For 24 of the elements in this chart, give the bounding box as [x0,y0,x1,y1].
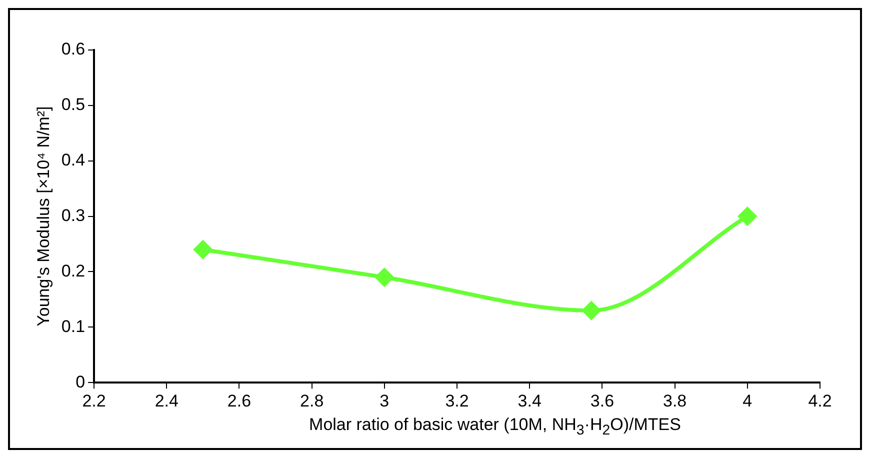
x-tick-label: 4 [742,391,752,410]
x-tick-label: 2.2 [82,391,106,410]
x-tick-label: 3.6 [590,391,614,410]
y-tick-label: 0.6 [61,40,86,59]
x-tick-label: 2.4 [154,391,178,410]
y-tick-label: 0.4 [61,150,86,170]
x-tick-label: 3.4 [518,391,542,410]
y-tick-label: 0.1 [61,316,86,336]
x-tick-label: 3.2 [445,391,469,410]
y-tick-label: 0 [76,372,86,392]
y-axis-title: Young's Modulus [×10⁴ N/m²] [34,106,53,326]
y-tick-label: 0.2 [61,261,86,280]
point [194,240,212,259]
point [582,302,600,320]
y-tick-label: 0.5 [61,95,86,114]
x-tick-label: 2.6 [227,391,252,410]
x-tick-label: 3.8 [662,391,687,410]
point [738,207,756,226]
point [375,268,394,286]
x-tick-label: 4.2 [808,391,832,410]
y-tick-label: 0.3 [61,206,86,225]
x-axis-title: Molar ratio of basic water (10M, NH$_{3}$·H$_{2}$O)/MTES [308,415,682,438]
x-tick-label: 2.8 [300,391,324,410]
x-tick-label: 3 [380,391,390,410]
